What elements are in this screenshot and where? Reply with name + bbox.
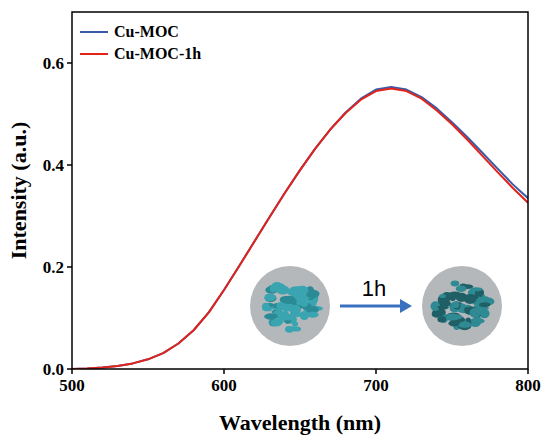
powder-grain (453, 302, 460, 310)
powder-grain (265, 306, 272, 311)
powder-grain (283, 311, 290, 321)
powder-grain (300, 298, 308, 307)
powder-grain (292, 321, 298, 326)
powder-grain (306, 291, 317, 299)
powder-grain (271, 282, 283, 291)
powder-grain (439, 294, 446, 298)
y-axis-title: Intensity (a.u.) (6, 122, 31, 260)
y-tick-label: 0.2 (43, 258, 64, 277)
powder-grain (448, 320, 459, 326)
powder-grain (452, 301, 459, 308)
legend-label: Cu-MOC (114, 23, 179, 40)
powder-grain (479, 302, 490, 307)
photo-dish (250, 266, 330, 346)
powder-grain (438, 305, 449, 310)
annotation: 1h (362, 276, 386, 301)
powder-grain (287, 326, 301, 331)
y-tick-label: 0.6 (43, 54, 64, 73)
powder-grain (287, 289, 295, 295)
photo-dish (422, 266, 502, 346)
legend-label: Cu-MOC-1h (114, 45, 201, 62)
inset-photos (250, 266, 502, 346)
powder-grain (293, 312, 302, 317)
powder-grain (264, 313, 277, 319)
powder-grain (264, 293, 275, 301)
plot-frame (72, 12, 528, 369)
series-line (72, 87, 528, 369)
powder-grain (452, 314, 463, 319)
powder-grain (270, 319, 282, 327)
x-tick-label: 600 (211, 376, 237, 395)
powder-grain (469, 287, 482, 291)
powder-grain (464, 294, 477, 304)
powder-grain (292, 326, 301, 331)
x-tick-label: 800 (515, 376, 541, 395)
powder-grain (456, 286, 467, 292)
x-tick-label: 700 (363, 376, 389, 395)
powder-grain (437, 316, 446, 323)
series-line (72, 89, 528, 370)
powder-grain (451, 280, 460, 286)
y-tick-label: 0.0 (43, 360, 64, 379)
powder-grain (265, 294, 277, 302)
chart: 5006007008000.00.20.40.6Wavelength (nm)I… (0, 0, 554, 441)
arrow-shaft (340, 305, 402, 308)
powder-grain (306, 290, 320, 298)
powder-grain (458, 322, 472, 328)
powder-grain (469, 308, 480, 318)
x-axis-title: Wavelength (nm) (219, 410, 381, 435)
plot-lines (72, 87, 528, 369)
legend-swatch (80, 53, 108, 55)
legend-swatch (80, 31, 108, 33)
y-tick-label: 0.4 (43, 156, 65, 175)
legend: Cu-MOC Cu-MOC-1h (80, 23, 201, 62)
arrow-head (400, 299, 412, 313)
powder-grain (458, 323, 471, 331)
powder-grain (471, 318, 485, 324)
